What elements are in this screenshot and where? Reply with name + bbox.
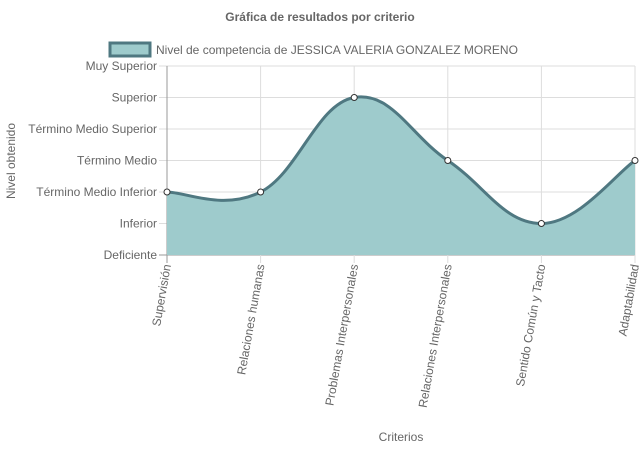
series-area [167,96,635,255]
chart-title: Gráfica de resultados por criterio [225,10,414,24]
legend[interactable]: Nivel de competencia de JESSICA VALERIA … [108,41,518,58]
y-tick-label: Término Medio Inferior [36,185,157,199]
y-tick-label: Muy Superior [86,59,157,73]
data-point[interactable] [257,188,265,196]
x-tick-label: Relaciones humanas [234,263,267,376]
x-tick-label: Adaptabilidad [616,263,639,337]
x-tick-label: Sentido Común y Tacto [513,263,548,388]
y-tick-label: Superior [112,91,157,105]
legend-label[interactable]: Nivel de competencia de JESSICA VALERIA … [156,43,518,57]
y-axis-title: Nivel obtenido [4,123,18,199]
x-axis-title: Criterios [379,430,424,444]
data-point[interactable] [350,94,358,101]
data-point[interactable] [163,188,171,196]
x-tick-label: Relaciones Interpersonales [416,263,455,409]
data-point[interactable] [444,157,452,164]
x-axis-ticks: Supervisión Relaciones humanas Problemas I… [149,263,639,409]
data-point[interactable] [537,220,545,227]
y-tick-label: Término Medio [77,154,157,168]
y-tick-label: Inferior [120,217,157,231]
y-tick-label: Deficiente [104,248,158,262]
legend-swatch[interactable] [108,41,152,58]
y-tick-label: Término Medio Superior [28,122,157,136]
series-layer [163,94,639,255]
x-tick-label: Supervisión [149,263,174,327]
y-axis-ticks: Deficiente Inferior Término Medio Inferior… [28,59,157,262]
x-tick-label: Problemas Interpersonales [322,263,361,407]
data-point[interactable] [631,157,639,164]
series-line [166,95,636,226]
